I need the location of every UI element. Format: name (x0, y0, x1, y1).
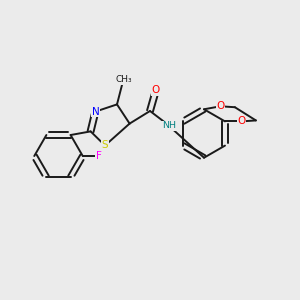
Text: O: O (152, 85, 160, 95)
Text: S: S (102, 140, 108, 151)
Text: F: F (96, 151, 102, 161)
Text: NH: NH (162, 122, 176, 130)
Text: CH₃: CH₃ (116, 75, 132, 84)
Text: O: O (216, 101, 225, 111)
Text: N: N (92, 106, 99, 117)
Text: O: O (237, 116, 246, 126)
